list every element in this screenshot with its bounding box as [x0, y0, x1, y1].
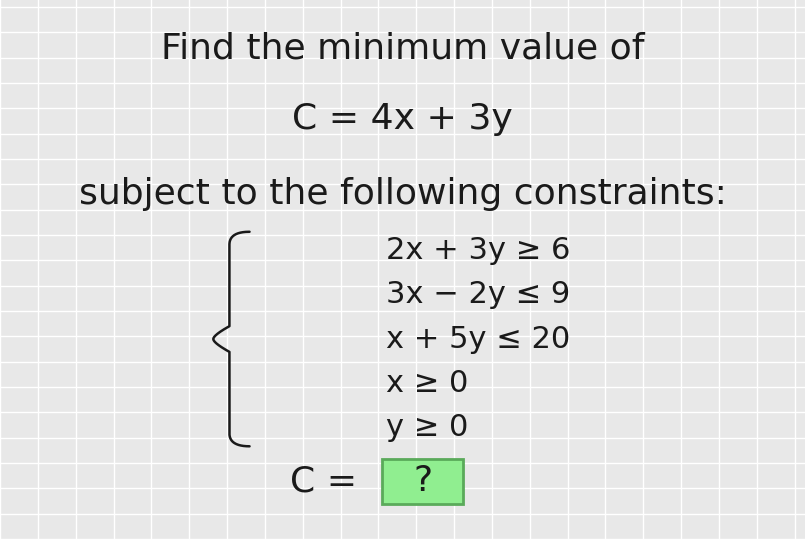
- Text: subject to the following constraints:: subject to the following constraints:: [79, 177, 726, 211]
- Text: ?: ?: [413, 464, 432, 499]
- Text: y ≥ 0: y ≥ 0: [386, 413, 469, 442]
- Text: C =: C =: [290, 464, 369, 499]
- Text: Find the minimum value of: Find the minimum value of: [161, 31, 644, 66]
- Text: x ≥ 0: x ≥ 0: [386, 369, 469, 398]
- Text: C = 4x + 3y: C = 4x + 3y: [292, 101, 513, 136]
- Text: 3x − 2y ≤ 9: 3x − 2y ≤ 9: [386, 280, 571, 309]
- Text: x + 5y ≤ 20: x + 5y ≤ 20: [386, 324, 571, 354]
- FancyBboxPatch shape: [382, 459, 463, 504]
- Text: 2x + 3y ≥ 6: 2x + 3y ≥ 6: [386, 236, 571, 265]
